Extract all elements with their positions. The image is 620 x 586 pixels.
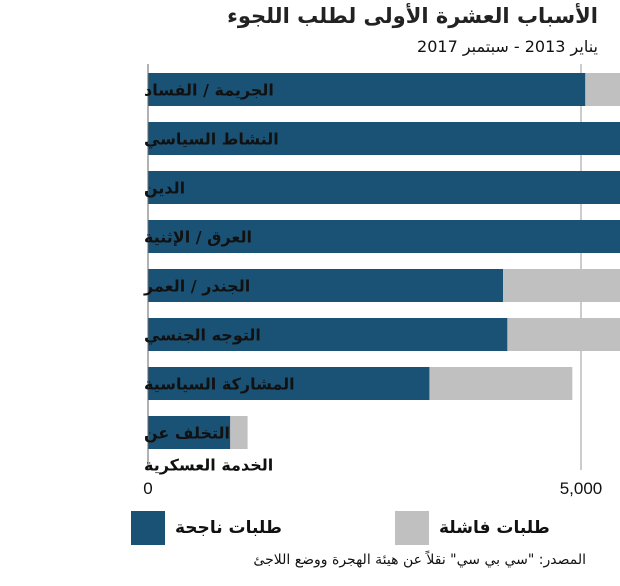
bar-successful <box>148 269 504 302</box>
category-label: الجندر / العمر <box>143 277 250 296</box>
bar-successful <box>148 122 620 155</box>
bar-successful <box>148 171 620 204</box>
bar-failed <box>507 318 620 351</box>
bar-successful <box>148 318 508 351</box>
bar-failed <box>585 73 620 106</box>
x-tick-label: 0 <box>143 479 152 498</box>
category-label: الخدمة العسكرية <box>144 456 273 475</box>
category-label: الدين <box>144 179 185 198</box>
legend-label-failed: طلبات فاشلة <box>439 518 550 538</box>
source-note: المصدر: "سي بي سي" نقلاً عن هيئة الهجرة … <box>253 552 586 568</box>
legend-item-successful: طلبات ناجحة <box>131 510 282 546</box>
bar-successful <box>148 73 586 106</box>
bar-failed <box>230 416 248 449</box>
bar-failed <box>503 269 620 302</box>
category-label: الجريمة / الفساد <box>144 81 274 100</box>
bar-successful <box>148 416 231 449</box>
category-label: التخلف عن <box>144 424 230 443</box>
legend-item-failed: طلبات فاشلة <box>395 510 550 546</box>
legend-swatch-failed <box>395 511 429 545</box>
bar-failed <box>429 367 573 400</box>
category-label: التوجه الجنسي <box>144 326 261 346</box>
bar-successful <box>148 220 620 253</box>
bar-chart: الجريمة / الفساد النشاط السياسي الدين العرق… <box>143 64 620 498</box>
chart-title: الأسباب العشرة الأولى لطلب اللجوء <box>227 4 598 28</box>
category-label: العرق / الإثنية <box>144 228 252 247</box>
legend-swatch-successful <box>131 511 165 545</box>
category-label: المشاركة السياسية <box>144 375 295 394</box>
legend-label-successful: طلبات ناجحة <box>175 518 282 538</box>
category-label: النشاط السياسي <box>144 130 279 150</box>
x-tick-label: 5,000 <box>560 479 603 498</box>
bar-successful <box>148 367 430 400</box>
chart-subtitle: يناير 2013 - سبتمبر 2017 <box>417 37 598 56</box>
